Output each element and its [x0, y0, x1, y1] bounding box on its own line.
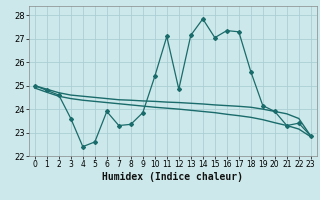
X-axis label: Humidex (Indice chaleur): Humidex (Indice chaleur) [102, 172, 243, 182]
